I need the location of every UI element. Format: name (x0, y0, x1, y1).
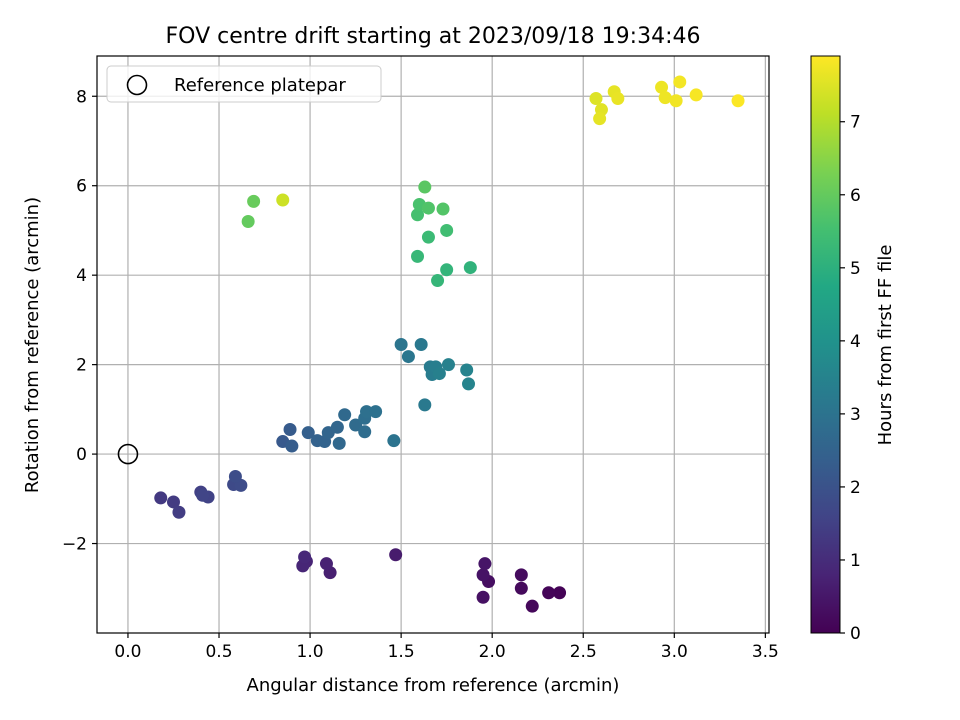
scatter-point (196, 488, 210, 502)
scatter-point (394, 338, 408, 351)
scatter-point (276, 193, 290, 207)
scatter-point (476, 568, 490, 582)
scatter-point (154, 491, 168, 505)
scatter-point (525, 599, 539, 613)
colorbar-tick-label: 3 (850, 405, 861, 425)
x-tick-label: 1.5 (388, 642, 415, 662)
colorbar-tick-label: 5 (850, 259, 861, 279)
scatter-point (421, 201, 435, 215)
scatter-point (462, 377, 476, 391)
scatter-point (669, 94, 683, 108)
scatter-point (658, 91, 672, 105)
legend: Reference platepar (106, 65, 382, 103)
scatter-point (418, 180, 432, 194)
colorbar: 0 1 2 3 4 5 6 7 Hours from first FF file (810, 55, 896, 644)
x-axis-ticks: 0.0 0.5 1.0 1.5 2.0 2.5 3.0 3.5 (114, 633, 779, 662)
scatter-point (401, 350, 415, 364)
reference-point-marker (117, 443, 139, 465)
scatter-point (463, 261, 477, 275)
colorbar-gradient (810, 55, 841, 634)
scatter-point (432, 367, 446, 381)
plot-frame (96, 55, 770, 634)
scatter-point (330, 420, 344, 434)
y-axis-label: Rotation from reference (arcmin) (22, 197, 43, 493)
x-tick-label: 0.5 (205, 642, 232, 662)
x-tick-label: 2.0 (479, 642, 506, 662)
x-tick-label: 2.5 (570, 642, 597, 662)
y-axis-ticks: −2 0 2 4 6 8 (62, 87, 97, 555)
y-tick-label: 4 (76, 266, 87, 286)
scatter-point (418, 398, 432, 412)
scatter-point (441, 358, 455, 372)
scatter-point (440, 223, 454, 237)
legend-label: Reference platepar (174, 75, 346, 96)
scatter-point (319, 557, 333, 571)
scatter-point (478, 557, 492, 571)
scatter-point (411, 208, 425, 222)
scatter-point (301, 426, 315, 440)
x-axis-label: Angular distance from reference (arcmin) (247, 675, 620, 696)
scatter-point (611, 91, 625, 105)
colorbar-tick-label: 6 (850, 186, 861, 206)
x-tick-label: 1.0 (297, 642, 324, 662)
colorbar-tick-label: 7 (850, 113, 861, 133)
plot-area: 0.0 0.5 1.0 1.5 2.0 2.5 3.0 3.5 −2 0 2 4 6 8 (62, 55, 779, 662)
y-tick-label: 2 (76, 356, 87, 376)
colorbar-label: Hours from first FF file (875, 245, 896, 446)
y-tick-label: 6 (76, 177, 87, 197)
colorbar-tick-label: 4 (850, 332, 861, 352)
x-tick-label: 0.0 (114, 642, 141, 662)
plot-background (97, 56, 769, 633)
scatter-point (553, 586, 567, 600)
chart-title: FOV centre drift starting at 2023/09/18 … (166, 24, 701, 49)
colorbar-tick-label: 0 (850, 624, 861, 644)
scatter-point (414, 338, 428, 351)
scatter-point (369, 405, 383, 419)
scatter-point (440, 263, 454, 277)
scatter-point (332, 436, 346, 450)
scatter-point (389, 548, 403, 562)
scatter-point (298, 550, 312, 564)
scatter-point (514, 581, 528, 595)
scatter-point (460, 363, 474, 377)
x-tick-label: 3.0 (661, 642, 688, 662)
colorbar-ticks: 0 1 2 3 4 5 6 7 (840, 113, 861, 644)
scatter-point (360, 405, 374, 419)
scatter-point (436, 202, 450, 216)
scatter-point (431, 274, 445, 288)
grid-lines (97, 56, 769, 633)
colorbar-tick-label: 2 (850, 478, 861, 498)
scatter-point (349, 418, 363, 432)
scatter-point (338, 408, 352, 422)
scatter-point (593, 112, 607, 126)
scatter-point (731, 94, 745, 108)
scatter-point (476, 590, 490, 604)
scatter-point (421, 230, 435, 244)
scatter-point (514, 568, 528, 582)
legend-marker (126, 74, 148, 96)
scatter-point (411, 249, 425, 263)
scatter-point (166, 495, 180, 509)
scatter-point (589, 91, 603, 105)
data-points (154, 75, 745, 613)
scatter-point (655, 80, 669, 94)
y-tick-label: −2 (62, 535, 87, 555)
scatter-point (228, 469, 242, 483)
scatter-point (358, 425, 372, 439)
scatter-point (241, 214, 255, 228)
scatter-point (247, 194, 261, 208)
scatter-point (285, 439, 299, 453)
x-tick-label: 3.5 (752, 642, 779, 662)
scatter-point (172, 505, 186, 519)
legend-box (106, 65, 382, 103)
scatter-point (542, 586, 556, 600)
colorbar-tick-label: 1 (850, 551, 861, 571)
scatter-point (673, 75, 687, 89)
scatter-point (689, 88, 703, 102)
scatter-point (387, 434, 401, 448)
y-tick-label: 0 (76, 445, 87, 465)
y-tick-label: 8 (76, 87, 87, 107)
scatter-point (283, 422, 297, 436)
